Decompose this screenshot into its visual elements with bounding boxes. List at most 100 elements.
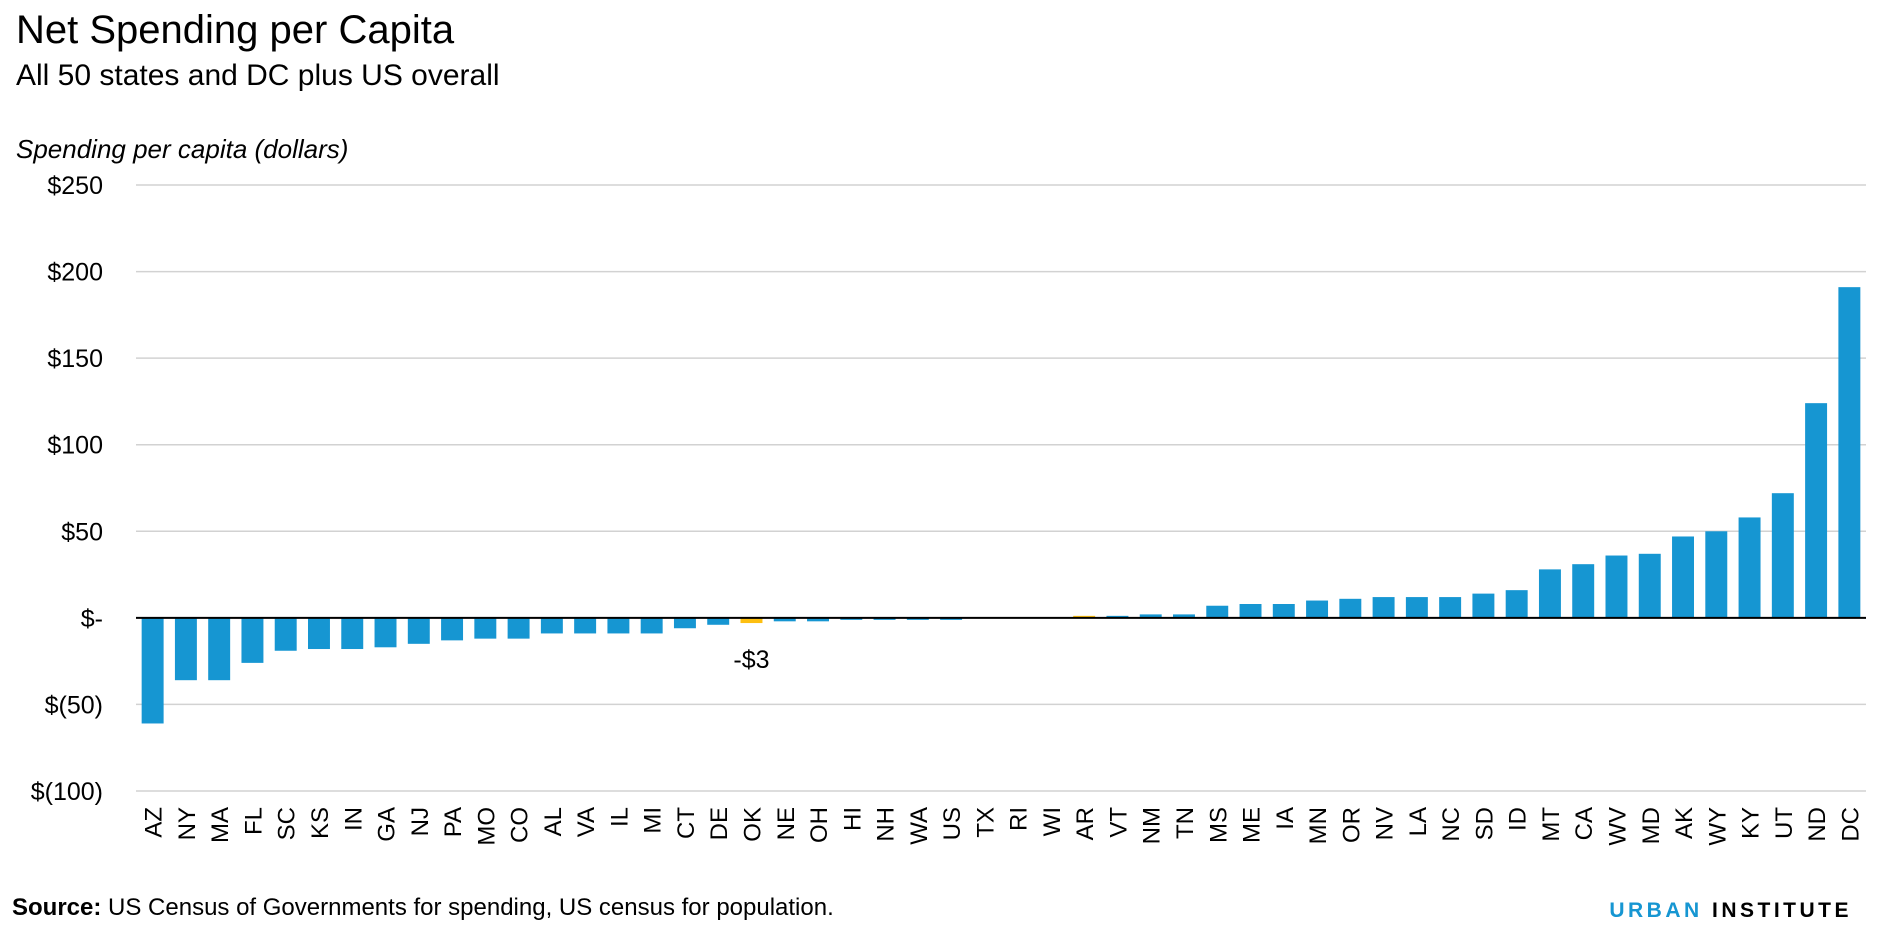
x-tick-label: MO xyxy=(473,807,500,846)
bar-tn xyxy=(1173,614,1195,618)
x-tick-label: GA xyxy=(374,807,401,842)
bar-pa xyxy=(441,617,464,641)
x-tick-label: NE xyxy=(773,807,800,840)
bar-ia xyxy=(1272,604,1295,618)
x-tick-label: IN xyxy=(340,807,367,831)
x-tick-label: MS xyxy=(1205,807,1232,843)
x-tick-label: MT xyxy=(1538,807,1565,842)
bar-de xyxy=(707,617,730,625)
x-tick-label: WI xyxy=(1039,807,1066,836)
bar-va xyxy=(574,617,597,634)
bar-ca xyxy=(1572,564,1595,618)
x-tick-label: AR xyxy=(1072,807,1099,840)
bar-wy xyxy=(1705,531,1728,618)
x-tick-label: NC xyxy=(1438,807,1465,842)
x-tick-label: OK xyxy=(739,807,766,842)
x-tick-label: FL xyxy=(240,807,267,835)
x-tick-label: US xyxy=(939,807,966,840)
x-tick-label: MA xyxy=(207,807,234,843)
bar-nj xyxy=(407,617,430,644)
y-tick-label: $(100) xyxy=(31,778,103,806)
x-tick-label: KS xyxy=(307,807,334,839)
y-tick-label: $150 xyxy=(47,345,103,373)
bar-fl xyxy=(241,617,264,663)
bar-ny xyxy=(174,617,197,681)
x-tick-label: ND xyxy=(1804,807,1831,842)
x-tick-label: LA xyxy=(1405,807,1432,836)
bar-ga xyxy=(374,617,397,648)
bar-dc xyxy=(1838,287,1861,618)
bar-mi xyxy=(640,617,663,634)
x-tick-label: AL xyxy=(540,807,567,836)
x-tick-label: AK xyxy=(1671,807,1698,839)
x-tick-label: MI xyxy=(640,807,667,834)
x-tick-label: NV xyxy=(1372,807,1399,840)
x-tick-label: NY xyxy=(174,807,201,840)
bar-nd xyxy=(1805,403,1828,618)
x-tick-label: TX xyxy=(972,807,999,838)
bar-la xyxy=(1405,597,1428,618)
x-tick-label: DC xyxy=(1837,807,1864,842)
x-tick-label: CA xyxy=(1571,807,1598,840)
y-axis-label: Spending per capita (dollars) xyxy=(16,134,349,164)
bar-nc xyxy=(1439,597,1462,618)
bar-wv xyxy=(1605,555,1628,618)
chart-subtitle: All 50 states and DC plus US overall xyxy=(16,59,500,92)
y-tick-label: $250 xyxy=(47,172,103,200)
bar-co xyxy=(507,617,530,639)
source-note: Source: US Census of Governments for spe… xyxy=(12,893,834,923)
x-tick-label: WV xyxy=(1604,807,1631,846)
source-text: US Census of Governments for spending, U… xyxy=(108,894,834,921)
bar-ak xyxy=(1672,536,1694,618)
bar-mt xyxy=(1538,569,1561,618)
bar-nv xyxy=(1372,597,1395,618)
x-tick-label: KY xyxy=(1738,807,1765,839)
x-tick-label: VA xyxy=(573,807,600,837)
x-tick-label: HI xyxy=(839,807,866,831)
y-tick-label: $200 xyxy=(47,259,103,287)
x-tick-label: UT xyxy=(1771,807,1798,839)
bar-ma xyxy=(208,617,231,681)
data-label: -$3 xyxy=(733,646,769,674)
bar-ct xyxy=(673,617,696,629)
bar-al xyxy=(540,617,563,634)
bar-md xyxy=(1638,553,1661,618)
bar-az xyxy=(141,617,164,724)
logo-rest: INSTITUTE xyxy=(1712,899,1852,922)
x-tick-label: CO xyxy=(507,807,534,843)
bar-id xyxy=(1505,590,1528,618)
bar-in xyxy=(341,617,364,650)
x-tick-label: MD xyxy=(1638,807,1665,844)
x-tick-label: TN xyxy=(1172,807,1199,839)
bar-il xyxy=(607,617,630,634)
x-tick-label: SC xyxy=(274,807,301,840)
x-tick-label: AZ xyxy=(141,807,168,838)
bar-ms xyxy=(1206,605,1229,618)
bar-ky xyxy=(1738,517,1761,618)
urban-institute-logo: URBAN INSTITUTE xyxy=(1609,898,1852,924)
x-tick-label: SD xyxy=(1471,807,1498,840)
y-tick-label: $50 xyxy=(61,518,103,546)
y-tick-label: $100 xyxy=(47,432,103,460)
x-tick-label: OH xyxy=(806,807,833,843)
x-axis-categories: AZ NY MA FL SC KS IN GA NJ PA MO CO AL VA IL MI CT DE OK NE… xyxy=(141,807,1865,846)
x-tick-label: VT xyxy=(1105,807,1132,838)
bar-ne xyxy=(773,617,796,622)
chart-title: Net Spending per Capita xyxy=(16,8,455,52)
x-tick-label: IA xyxy=(1272,807,1299,830)
bar-sc xyxy=(274,617,297,651)
x-tick-label: RI xyxy=(1006,807,1033,831)
bar-ks xyxy=(308,617,330,650)
source-label: Source: xyxy=(12,894,102,921)
bars xyxy=(141,287,1861,724)
bar-mo xyxy=(474,617,497,639)
logo-brand: URBAN xyxy=(1609,899,1703,922)
x-tick-label: WY xyxy=(1704,807,1731,846)
x-tick-label: NJ xyxy=(407,807,434,836)
y-axis-ticks: $250 $200 $150 $100 $50 $- $(50) $(100) xyxy=(31,172,103,806)
x-tick-label: NH xyxy=(873,807,900,842)
x-tick-label: ID xyxy=(1505,807,1532,831)
x-tick-label: DE xyxy=(706,807,733,840)
x-tick-label: NM xyxy=(1139,807,1166,844)
bar-me xyxy=(1239,604,1262,618)
